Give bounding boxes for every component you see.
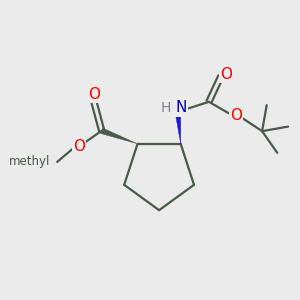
Polygon shape [175, 110, 181, 144]
Text: methyl: methyl [8, 155, 50, 168]
Text: O: O [220, 67, 232, 82]
Text: O: O [88, 87, 100, 102]
Text: N: N [176, 100, 187, 115]
Text: H: H [160, 101, 171, 115]
Polygon shape [101, 128, 137, 144]
Text: O: O [73, 139, 85, 154]
Text: O: O [230, 107, 242, 122]
